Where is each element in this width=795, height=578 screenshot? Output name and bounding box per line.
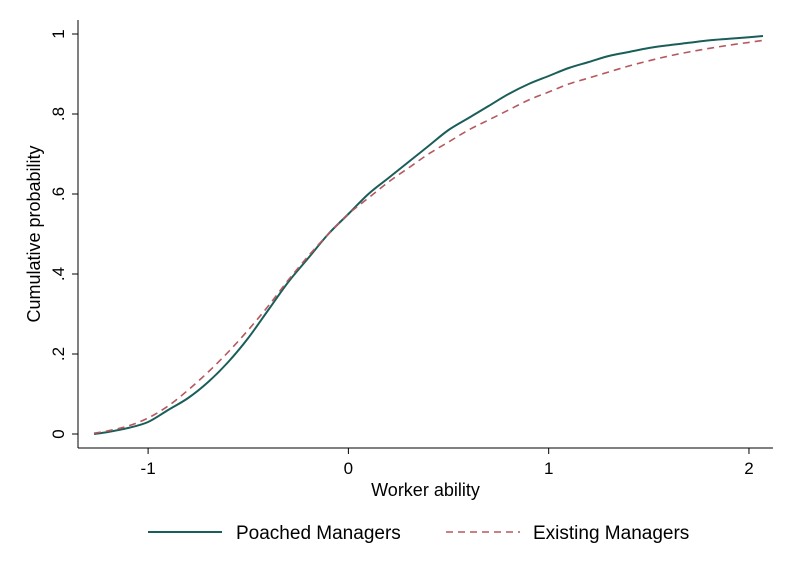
y-tick-label: 1	[49, 29, 68, 38]
plot-area	[93, 35, 764, 435]
x-tick-label: 1	[544, 459, 553, 478]
y-tick-label: .2	[49, 347, 68, 361]
legend: Poached Managers Existing Managers	[148, 523, 689, 544]
x-axis-title: Worker ability	[371, 480, 480, 500]
series-line-existing-managers	[93, 39, 764, 434]
y-tick-label: .8	[49, 107, 68, 121]
legend-label-existing-managers: Existing Managers	[533, 523, 689, 544]
y-axis-title: Cumulative probability	[24, 145, 44, 322]
y-tick-label: .4	[49, 267, 68, 281]
series-line-poached-managers	[93, 35, 764, 435]
y-tick-label: 0	[49, 429, 68, 438]
x-tick-label: 2	[744, 459, 753, 478]
y-tick-label: .6	[49, 187, 68, 201]
axes: -1 0 1 2 0 .2 .4 .6 .8 1	[49, 20, 773, 478]
x-tick-label: 0	[344, 459, 353, 478]
legend-label-poached-managers: Poached Managers	[236, 523, 401, 544]
x-tick-label: -1	[141, 459, 156, 478]
